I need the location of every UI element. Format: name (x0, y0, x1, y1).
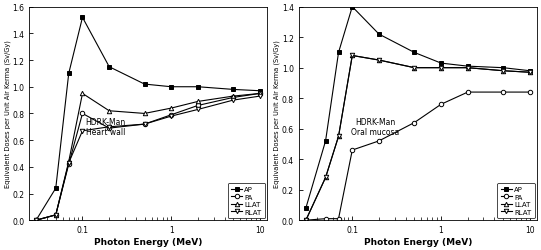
Text: HDRK-Man
Oral mucosa: HDRK-Man Oral mucosa (351, 117, 399, 136)
Text: HDRK-Man
Heart wall: HDRK-Man Heart wall (85, 117, 126, 136)
X-axis label: Photon Energy (MeV): Photon Energy (MeV) (94, 237, 202, 246)
Y-axis label: Equivalent Doses per Unit Air Kerma (Sv/Gy): Equivalent Doses per Unit Air Kerma (Sv/… (274, 40, 280, 188)
Legend: AP, PA, LLAT, RLAT: AP, PA, LLAT, RLAT (228, 183, 265, 218)
Y-axis label: Equivalent Doses per Unit Air Kerma (Sv/Gy): Equivalent Doses per Unit Air Kerma (Sv/… (4, 40, 11, 188)
Legend: AP, PA, LLAT, RLAT: AP, PA, LLAT, RLAT (497, 183, 535, 218)
X-axis label: Photon Energy (MeV): Photon Energy (MeV) (364, 237, 472, 246)
